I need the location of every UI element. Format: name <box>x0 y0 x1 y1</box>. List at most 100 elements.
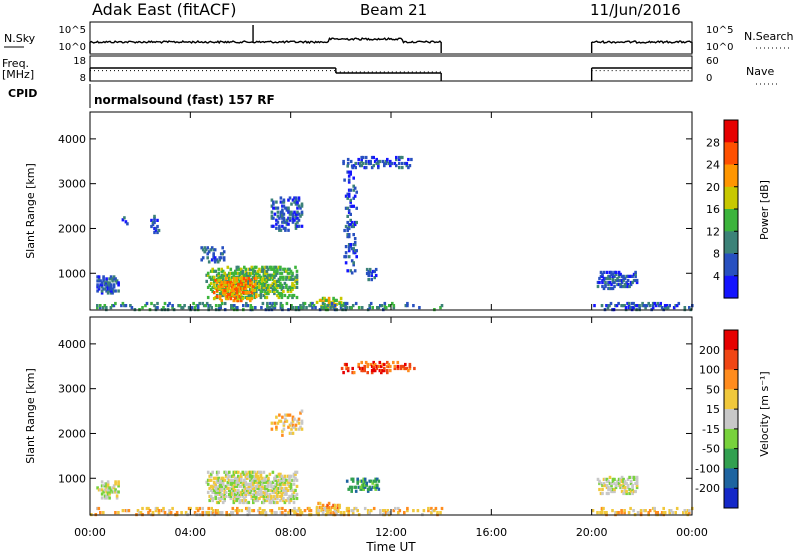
data-cell <box>249 306 253 310</box>
data-cell <box>273 478 276 482</box>
data-cell <box>628 491 631 496</box>
data-cell <box>267 285 270 289</box>
data-cell <box>210 258 214 262</box>
data-cell <box>144 304 147 308</box>
data-cell <box>215 288 219 293</box>
data-cell <box>295 484 299 488</box>
data-cell <box>214 509 218 513</box>
data-cell <box>218 275 222 279</box>
power-colorbar-label: Power [dB] <box>758 180 771 240</box>
data-cell <box>105 306 108 310</box>
data-cell <box>279 196 283 200</box>
data-cell <box>610 485 613 490</box>
data-cell <box>271 273 275 277</box>
data-cell <box>279 285 282 289</box>
data-cell <box>347 487 350 491</box>
data-cell <box>232 280 236 285</box>
data-cell <box>241 482 245 486</box>
data-cell <box>631 475 634 479</box>
data-cell <box>242 304 245 308</box>
data-cell <box>243 291 246 295</box>
data-cell <box>256 285 260 289</box>
data-cell <box>229 480 233 484</box>
data-cell <box>282 423 286 427</box>
data-cell <box>327 300 331 304</box>
data-cell <box>364 155 368 160</box>
data-cell <box>611 487 615 492</box>
data-cell <box>288 498 291 503</box>
data-cell <box>215 280 219 285</box>
data-cell <box>371 481 374 485</box>
data-cell <box>246 304 250 308</box>
data-cell <box>261 287 264 291</box>
data-cell <box>317 511 320 515</box>
data-cell <box>332 505 335 509</box>
data-cell <box>278 419 281 423</box>
data-cell <box>115 281 119 285</box>
data-cell <box>631 483 634 488</box>
data-cell <box>256 480 260 484</box>
data-cell <box>212 488 216 492</box>
data-cell <box>224 295 228 299</box>
data-cell <box>226 482 230 486</box>
data-cell <box>150 218 153 222</box>
data-cell <box>240 299 243 303</box>
data-cell <box>166 304 170 308</box>
data-cell <box>291 492 294 496</box>
data-cell <box>279 304 283 308</box>
data-cell <box>373 369 377 373</box>
data-cell <box>647 511 650 515</box>
data-cell <box>264 498 267 503</box>
data-cell <box>329 509 332 513</box>
data-cell <box>291 417 295 421</box>
data-cell <box>251 306 254 310</box>
data-cell <box>439 511 442 515</box>
data-cell <box>396 366 400 371</box>
data-cell <box>273 511 277 515</box>
data-cell <box>364 159 368 164</box>
data-cell <box>211 496 214 501</box>
data-cell <box>214 511 218 515</box>
data-cell <box>357 364 360 369</box>
data-cell <box>96 279 99 283</box>
data-cell <box>103 283 107 287</box>
data-cell <box>207 304 210 308</box>
data-cell <box>361 366 365 371</box>
data-cell <box>224 276 228 281</box>
data-cell <box>623 485 627 490</box>
data-cell <box>299 206 302 210</box>
data-cell <box>217 476 220 480</box>
data-cell <box>244 280 248 285</box>
data-cell <box>214 269 217 273</box>
nave-label: Nave <box>746 65 774 78</box>
data-cell <box>360 155 363 160</box>
data-cell <box>126 509 129 513</box>
data-cell <box>261 285 264 289</box>
data-cell <box>224 494 228 498</box>
data-cell <box>220 280 223 285</box>
data-cell <box>631 485 634 490</box>
data-cell <box>102 306 105 310</box>
data-cell <box>237 496 240 501</box>
data-cell <box>293 506 296 511</box>
data-cell <box>665 306 668 310</box>
data-cell <box>215 295 219 299</box>
data-cell <box>288 212 292 216</box>
data-cell <box>277 472 281 476</box>
data-cell <box>232 484 236 488</box>
data-cell <box>259 494 263 498</box>
data-cell <box>220 511 224 515</box>
data-cell <box>610 270 613 274</box>
data-cell <box>350 224 354 229</box>
data-cell <box>207 260 211 264</box>
data-cell <box>351 479 355 483</box>
data-cell <box>249 490 252 494</box>
data-cell <box>238 484 242 488</box>
data-cell <box>622 278 625 283</box>
data-cell <box>269 306 272 310</box>
data-cell <box>241 271 245 275</box>
data-cell <box>326 511 329 515</box>
data-cell <box>124 304 128 308</box>
data-cell <box>372 360 375 365</box>
